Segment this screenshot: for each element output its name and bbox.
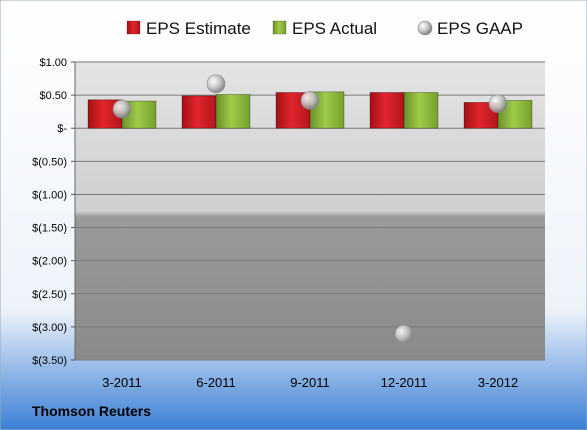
legend-label-eps-actual: EPS Actual [292, 19, 377, 38]
y-tick-label: $- [57, 123, 67, 135]
marker-eps-gaap-9-2011 [300, 91, 320, 110]
y-tick-label: $(0.50) [32, 156, 67, 168]
bar-eps-actual-6-2011 [215, 94, 251, 129]
x-axis-ticks: 3-2011 6-2011 9-2011 12-2011 3-2012 [102, 375, 518, 390]
legend-swatch-eps-actual [272, 20, 287, 35]
marker-eps-gaap-3-2011 [112, 99, 132, 119]
x-tick-label: 3-2012 [478, 375, 518, 390]
legend-swatch-eps-estimate [126, 20, 141, 35]
bar-eps-estimate-12-2011 [369, 92, 405, 129]
y-tick-label: $(3.00) [32, 322, 67, 334]
y-tick-label: $1.00 [39, 57, 67, 69]
marker-eps-gaap-3-2012 [488, 94, 508, 114]
marker-eps-gaap-12-2011 [394, 324, 414, 344]
x-tick-label: 12-2011 [381, 375, 428, 390]
y-tick-label: $(1.50) [32, 223, 67, 235]
gaap-markers [112, 74, 508, 344]
x-tick-label: 3-2011 [102, 375, 142, 390]
y-tick-label: $(2.00) [32, 256, 67, 268]
legend-swatch-eps-gaap [417, 20, 433, 36]
y-tick-label: $(2.50) [32, 289, 67, 301]
y-tick-label: $(3.50) [32, 355, 67, 367]
y-tick-label: $(1.00) [32, 189, 67, 201]
source-label: Thomson Reuters [32, 403, 151, 419]
bar-eps-actual-12-2011 [403, 92, 439, 129]
bar-eps-estimate-6-2011 [181, 95, 217, 129]
x-tick-label: 6-2011 [196, 375, 236, 390]
marker-eps-gaap-6-2011 [206, 74, 226, 94]
legend-label-eps-estimate: EPS Estimate [146, 19, 251, 38]
y-axis-ticks: $1.00 $0.50 $- $(0.50) $(1.00) $(1.50) $(2.00)… [32, 57, 76, 367]
x-tick-label: 9-2011 [290, 375, 330, 390]
legend-label-eps-gaap: EPS GAAP [437, 19, 523, 38]
legend: EPS Estimate EPS Actual EPS GAAP [126, 19, 523, 38]
y-tick-label: $0.50 [39, 90, 67, 102]
